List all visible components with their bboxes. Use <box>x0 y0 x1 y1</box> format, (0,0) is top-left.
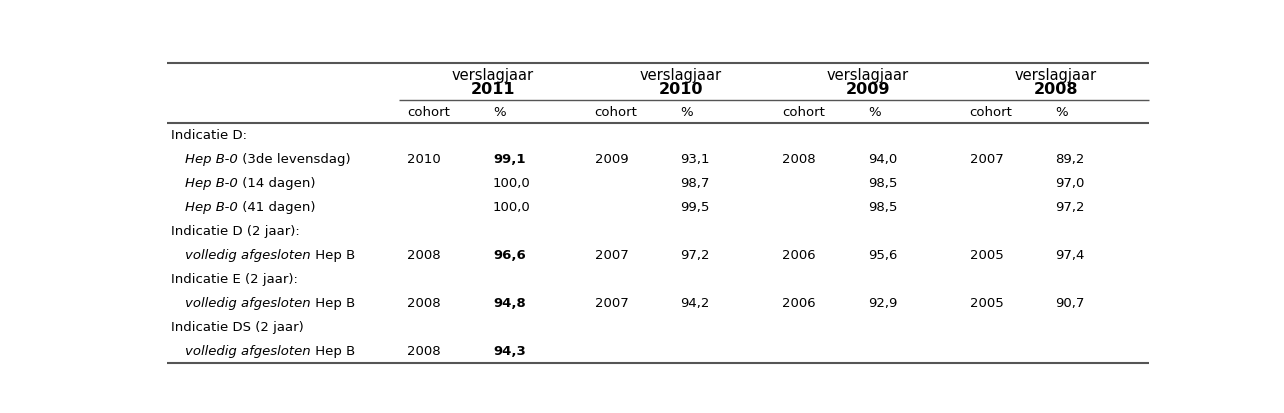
Text: Hep B-0: Hep B-0 <box>185 177 238 190</box>
Text: 2010: 2010 <box>659 82 702 97</box>
Text: 99,1: 99,1 <box>493 153 525 166</box>
Text: Indicatie DS (2 jaar): Indicatie DS (2 jaar) <box>171 320 304 333</box>
Text: 2009: 2009 <box>594 153 628 166</box>
Text: 94,8: 94,8 <box>493 297 525 309</box>
Text: 90,7: 90,7 <box>1055 297 1085 309</box>
Text: Hep B: Hep B <box>311 297 356 309</box>
Text: 100,0: 100,0 <box>493 201 530 214</box>
Text: 2008: 2008 <box>1034 82 1077 97</box>
Text: 97,0: 97,0 <box>1055 177 1085 190</box>
Text: Indicatie D (2 jaar):: Indicatie D (2 jaar): <box>171 225 300 237</box>
Text: 2008: 2008 <box>407 297 440 309</box>
Text: 2005: 2005 <box>969 249 1003 261</box>
Text: 2011: 2011 <box>471 82 515 97</box>
Text: Hep B: Hep B <box>311 344 356 358</box>
Text: Hep B-0: Hep B-0 <box>185 153 238 166</box>
Text: 99,5: 99,5 <box>681 201 710 214</box>
Text: Hep B: Hep B <box>311 249 356 261</box>
Text: 93,1: 93,1 <box>681 153 710 166</box>
Text: verslagjaar: verslagjaar <box>827 68 909 83</box>
Text: volledig afgesloten: volledig afgesloten <box>185 344 311 358</box>
Text: 98,5: 98,5 <box>868 177 898 190</box>
Text: 96,6: 96,6 <box>493 249 525 261</box>
Text: 2008: 2008 <box>782 153 815 166</box>
Text: 2010: 2010 <box>407 153 440 166</box>
Text: cohort: cohort <box>782 106 824 119</box>
Text: cohort: cohort <box>407 106 449 119</box>
Text: 92,9: 92,9 <box>868 297 898 309</box>
Text: (3de levensdag): (3de levensdag) <box>238 153 351 166</box>
Text: volledig afgesloten: volledig afgesloten <box>185 249 311 261</box>
Text: 97,2: 97,2 <box>1055 201 1085 214</box>
Text: (14 dagen): (14 dagen) <box>238 177 316 190</box>
Text: %: % <box>868 106 881 119</box>
Text: 95,6: 95,6 <box>868 249 898 261</box>
Text: verslagjaar: verslagjaar <box>1014 68 1097 83</box>
Text: (41 dagen): (41 dagen) <box>238 201 316 214</box>
Text: %: % <box>1055 106 1068 119</box>
Text: 2008: 2008 <box>407 344 440 358</box>
Text: cohort: cohort <box>594 106 637 119</box>
Text: 94,3: 94,3 <box>493 344 525 358</box>
Text: verslagjaar: verslagjaar <box>452 68 534 83</box>
Text: verslagjaar: verslagjaar <box>639 68 722 83</box>
Text: 2007: 2007 <box>594 249 628 261</box>
Text: 97,2: 97,2 <box>681 249 710 261</box>
Text: cohort: cohort <box>969 106 1013 119</box>
Text: 2006: 2006 <box>782 249 815 261</box>
Text: volledig afgesloten: volledig afgesloten <box>185 297 311 309</box>
Text: 98,7: 98,7 <box>681 177 710 190</box>
Text: 2007: 2007 <box>969 153 1003 166</box>
Text: 98,5: 98,5 <box>868 201 898 214</box>
Text: 2005: 2005 <box>969 297 1003 309</box>
Text: %: % <box>493 106 506 119</box>
Text: %: % <box>681 106 693 119</box>
Text: 2007: 2007 <box>594 297 628 309</box>
Text: 2009: 2009 <box>846 82 890 97</box>
Text: 94,2: 94,2 <box>681 297 710 309</box>
Text: 2006: 2006 <box>782 297 815 309</box>
Text: Indicatie E (2 jaar):: Indicatie E (2 jaar): <box>171 273 298 285</box>
Text: 97,4: 97,4 <box>1055 249 1085 261</box>
Text: Indicatie D:: Indicatie D: <box>171 129 248 142</box>
Text: 2008: 2008 <box>407 249 440 261</box>
Text: 94,0: 94,0 <box>868 153 898 166</box>
Text: Hep B-0: Hep B-0 <box>185 201 238 214</box>
Text: 100,0: 100,0 <box>493 177 530 190</box>
Text: 89,2: 89,2 <box>1055 153 1085 166</box>
